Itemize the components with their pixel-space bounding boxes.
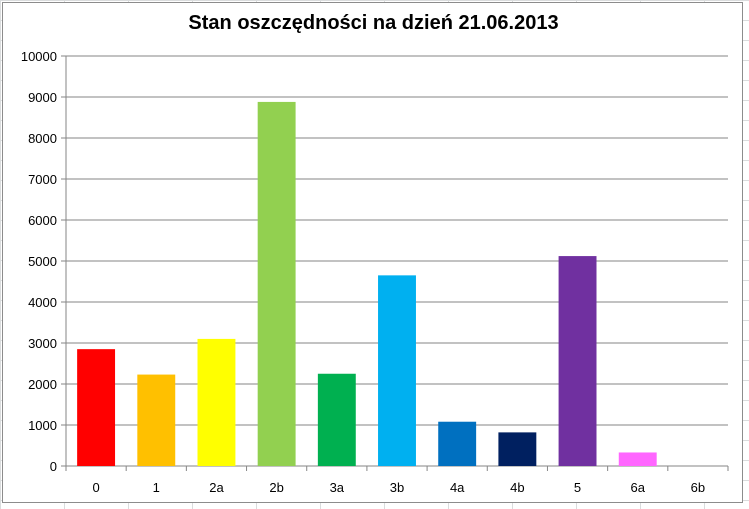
bar-5 [558,256,597,466]
chart-title: Stan oszczędności na dzień 21.06.2013 [188,12,559,34]
bar-2a [197,338,236,466]
y-tick-label: 6000 [28,213,57,228]
bar-3a [317,373,356,466]
bar-6a [618,452,657,466]
x-tick-label: 1 [153,480,160,495]
y-tick-label: 1000 [28,418,57,433]
y-tick-label: 0 [50,459,57,474]
chart-area[interactable] [2,2,743,503]
bar-4b [498,432,537,466]
y-tick-label: 4000 [28,295,57,310]
y-tick-label: 8000 [28,131,57,146]
x-tick-label: 4b [510,480,524,495]
bar-1 [137,374,176,466]
y-tick-label: 2000 [28,377,57,392]
y-tick-label: 10000 [21,49,57,64]
x-tick-label: 3a [330,480,345,495]
x-tick-label: 4a [450,480,465,495]
y-tick-label: 3000 [28,336,57,351]
x-tick-label: 3b [390,480,404,495]
bar-3b [378,275,416,466]
y-tick-label: 5000 [28,254,57,269]
bar-4a [438,421,477,466]
x-tick-label: 2b [269,480,283,495]
x-tick-label: 5 [574,480,581,495]
y-tick-label: 9000 [28,90,57,105]
x-tick-label: 2a [209,480,224,495]
x-tick-label: 6b [691,480,705,495]
x-tick-label: 0 [92,480,99,495]
bar-0 [77,349,116,466]
x-tick-label: 6a [630,480,645,495]
bar-2b [257,101,296,467]
y-tick-label: 7000 [28,172,57,187]
